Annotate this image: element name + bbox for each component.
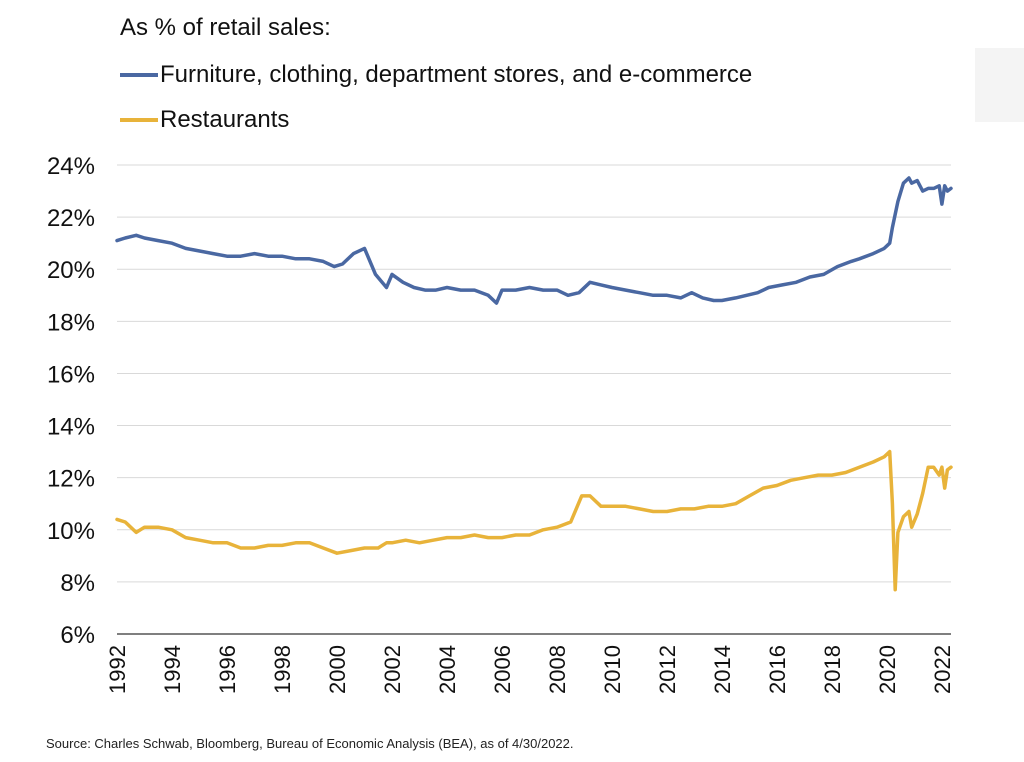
x-tick-label: 2020 bbox=[875, 645, 900, 694]
x-tick-label: 2018 bbox=[820, 645, 845, 694]
y-tick-label: 24% bbox=[47, 153, 95, 180]
x-tick-label: 2014 bbox=[710, 645, 735, 694]
x-tick-label: 2002 bbox=[380, 645, 405, 694]
y-tick-label: 16% bbox=[47, 361, 95, 388]
y-tick-label: 8% bbox=[60, 570, 95, 597]
series-lines bbox=[115, 176, 953, 592]
legend-label-furniture: Furniture, clothing, department stores, … bbox=[160, 61, 753, 88]
x-axis-ticks: 1992 1994 1996 1998 2000 2002 2004 2006 2008 2010… bbox=[105, 645, 955, 694]
y-axis-ticks: 6% 8% 10% 12% 14% 16% 18% 20% 22% 24% bbox=[47, 153, 95, 649]
grid-lines bbox=[117, 164, 951, 635]
x-tick-label: 2008 bbox=[545, 645, 570, 694]
x-tick-label: 1992 bbox=[105, 645, 130, 694]
y-tick-label: 10% bbox=[47, 518, 95, 545]
source-note: Source: Charles Schwab, Bloomberg, Burea… bbox=[46, 736, 574, 751]
x-tick-label: 2022 bbox=[930, 645, 955, 694]
series-line-restaurants bbox=[115, 449, 953, 592]
x-tick-label: 2012 bbox=[655, 645, 680, 694]
y-tick-label: 12% bbox=[47, 466, 95, 493]
side-panel bbox=[975, 48, 1024, 122]
legend-title: As % of retail sales: bbox=[120, 14, 331, 41]
series-line-furniture bbox=[115, 176, 953, 305]
y-tick-label: 22% bbox=[47, 205, 95, 232]
y-tick-label: 20% bbox=[47, 257, 95, 284]
line-chart: 6%8%10%12%14%16%18%20%22%24% 1992 1994 199… bbox=[47, 153, 955, 694]
legend-label-restaurants: Restaurants bbox=[160, 106, 290, 133]
legend-item-furniture: Furniture, clothing, department stores, … bbox=[120, 61, 752, 89]
x-tick-label: 2006 bbox=[490, 645, 515, 694]
y-tick-label: 18% bbox=[47, 309, 95, 336]
x-tick-label: 2004 bbox=[435, 645, 460, 694]
y-tick-label: 14% bbox=[47, 414, 95, 441]
x-tick-label: 1994 bbox=[160, 645, 185, 694]
y-tick-label: 6% bbox=[60, 622, 95, 649]
legend-swatch-furniture bbox=[120, 73, 158, 77]
x-tick-label: 2000 bbox=[325, 645, 350, 694]
legend-swatch-restaurants bbox=[120, 118, 158, 122]
x-tick-label: 1998 bbox=[270, 645, 295, 694]
legend-item-restaurants: Restaurants bbox=[120, 106, 289, 134]
x-tick-label: 1996 bbox=[215, 645, 240, 694]
x-tick-label: 2016 bbox=[765, 645, 790, 694]
x-tick-label: 2010 bbox=[600, 645, 625, 694]
